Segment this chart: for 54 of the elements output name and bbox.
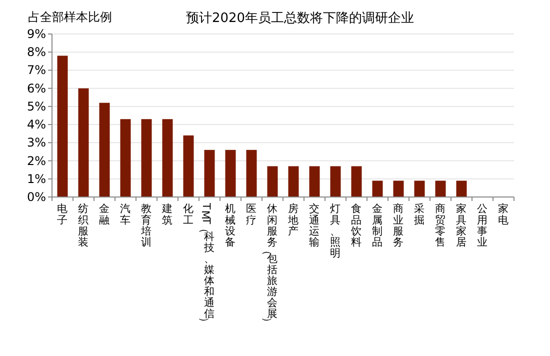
x-tick-label: 家具家居 <box>456 202 467 248</box>
y-axis-title: 占全部样本比例 <box>28 10 112 24</box>
category-label: TMT（科技、媒体和通信） <box>198 203 215 328</box>
x-tick-label: 商业服务 <box>393 202 404 248</box>
x-tick-label: 商贸零售 <box>435 202 446 248</box>
x-tick-label: 教育培训 <box>140 203 152 248</box>
bar <box>330 166 341 197</box>
bar <box>309 166 320 197</box>
x-tick-label: 建筑 <box>161 202 173 226</box>
bar <box>57 56 68 197</box>
bar <box>351 166 362 197</box>
y-tick-label: 4% <box>26 118 46 132</box>
y-tick-label: 0% <box>26 190 46 204</box>
bar <box>246 150 257 197</box>
y-tick-label: 6% <box>26 81 46 96</box>
x-tick-label: 采掘 <box>414 202 425 226</box>
x-tick-label: 家电 <box>498 202 509 226</box>
bar <box>456 180 467 197</box>
bar <box>225 150 236 197</box>
x-tick-label: 纺织服装 <box>78 202 89 248</box>
bar <box>99 102 110 197</box>
x-tick-label: 金融 <box>99 203 110 226</box>
bar <box>204 150 215 197</box>
x-tick-label: 机械设备 <box>225 203 236 248</box>
y-tick-label: 7% <box>26 63 46 78</box>
bar <box>267 166 278 197</box>
bar <box>288 166 299 197</box>
bar <box>141 119 152 197</box>
y-tick-label: 9% <box>26 27 46 41</box>
chart-title: 预计2020年员工总数将下降的调研企业 <box>186 11 414 26</box>
bar <box>120 119 131 197</box>
x-tick-label: 交通运输 <box>309 202 320 248</box>
x-tick-label: 食品饮料 <box>350 203 362 248</box>
bar <box>435 180 446 197</box>
x-tick-label: 灯具、照明 <box>330 203 341 260</box>
category-label: 休闲服务（包括旅游会展） <box>260 203 278 328</box>
x-tick-label: 医疗 <box>246 203 257 226</box>
bar <box>78 88 89 197</box>
x-tick-label: 房地产 <box>287 202 299 238</box>
y-tick-label: 1% <box>26 172 46 186</box>
y-tick-label: 3% <box>26 136 46 150</box>
x-tick-label: 电子 <box>57 202 68 226</box>
bar <box>372 180 383 197</box>
y-tick-label: 5% <box>26 99 46 114</box>
x-tick-label: 金属制品 <box>372 203 383 248</box>
bar <box>414 180 425 197</box>
y-tick-label: 2% <box>26 154 46 168</box>
x-tick-label: 化工 <box>183 203 194 226</box>
bar <box>162 119 173 197</box>
y-tick-label: 8% <box>26 45 46 60</box>
bar <box>393 180 404 197</box>
x-tick-label: 汽车 <box>120 203 131 226</box>
bar <box>183 135 194 197</box>
x-tick-label: 公用事业 <box>477 203 488 248</box>
